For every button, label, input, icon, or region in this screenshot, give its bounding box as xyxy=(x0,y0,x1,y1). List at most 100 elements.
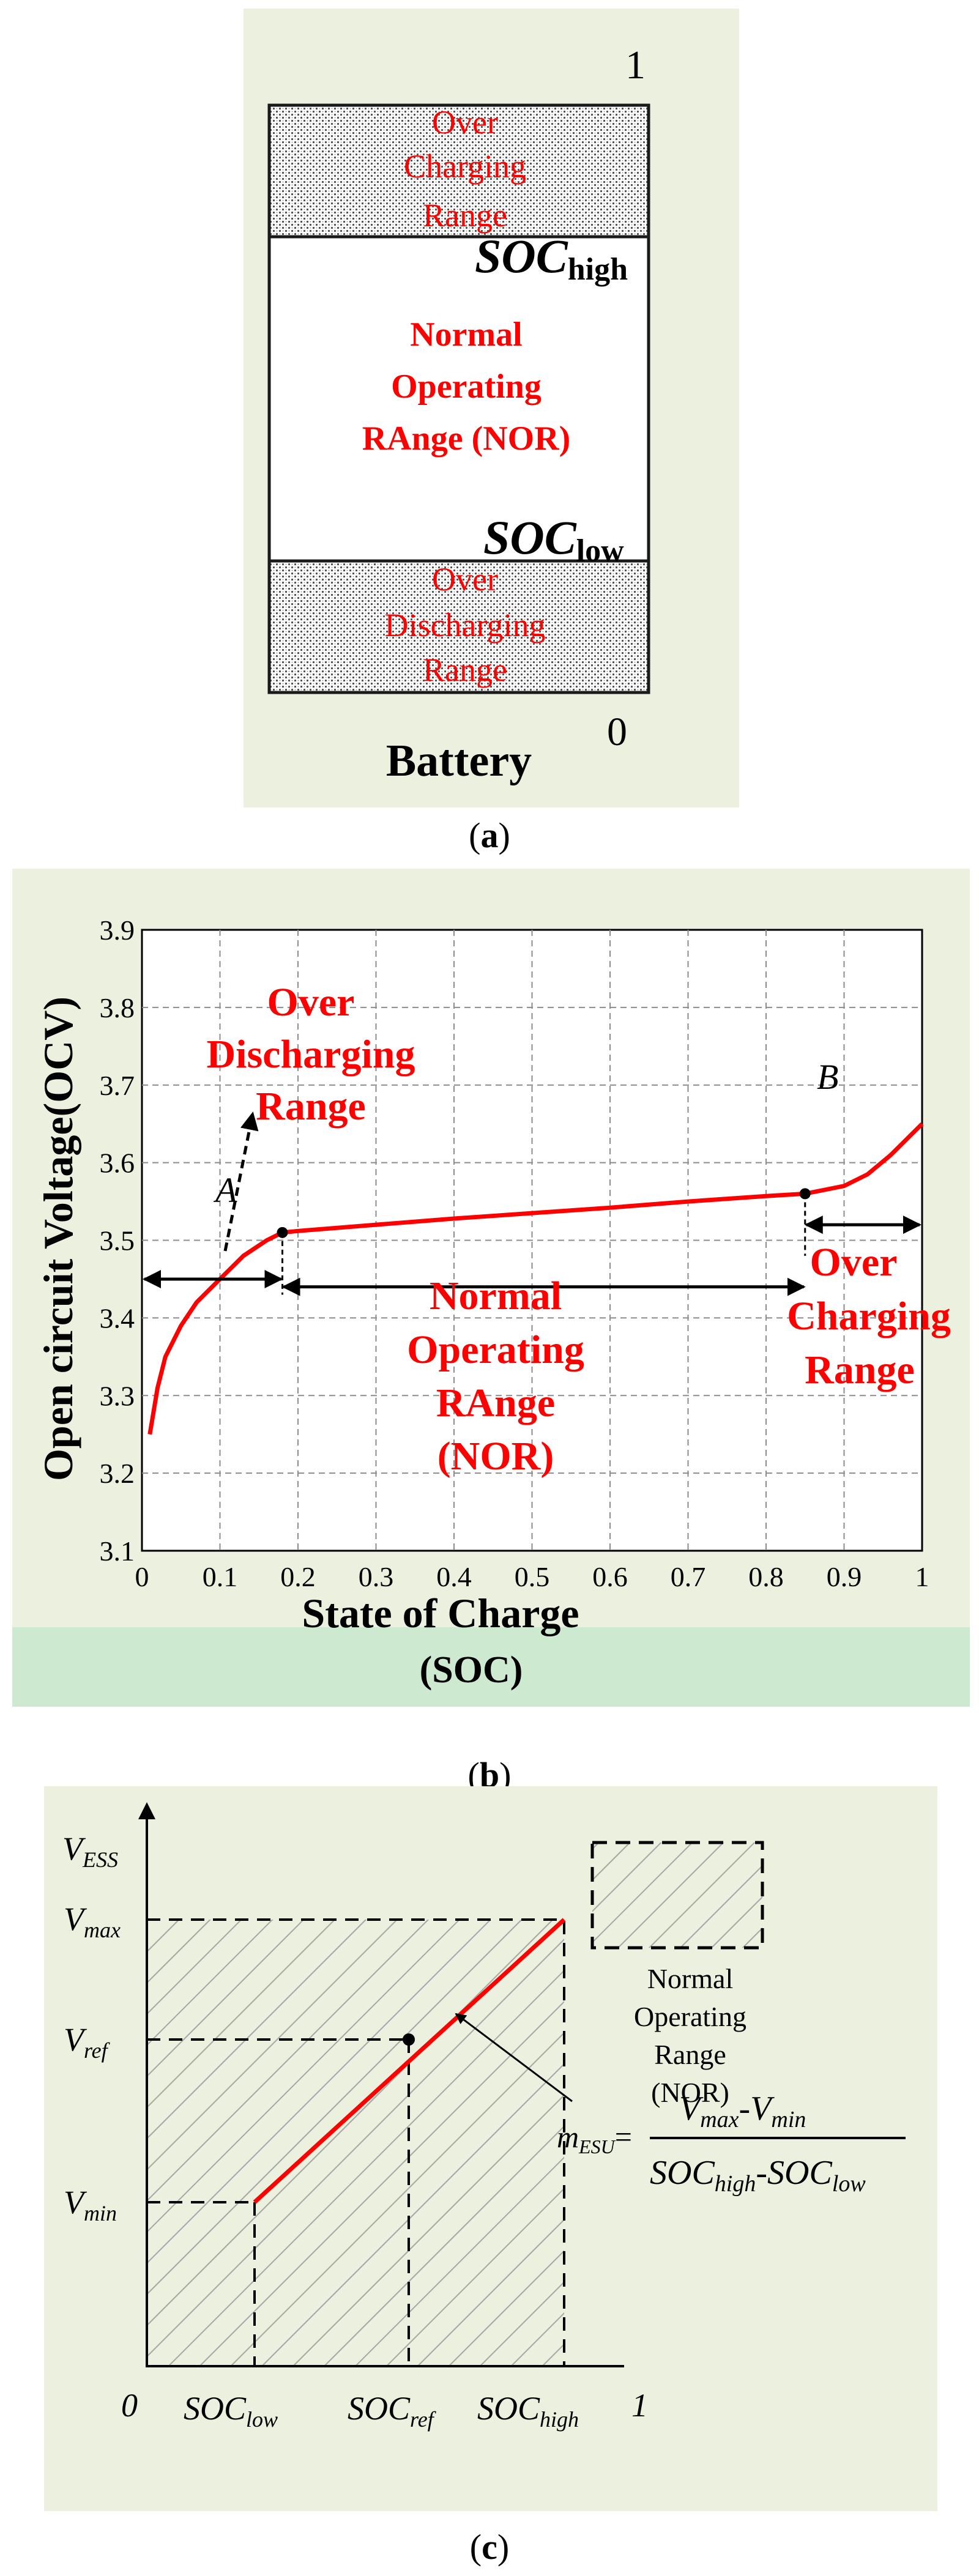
soc-high-label: SOChigh xyxy=(475,229,628,287)
num-a: V xyxy=(679,2090,704,2128)
x-tick-label: 1 xyxy=(915,1561,929,1592)
x-tick-label: 0.2 xyxy=(280,1561,316,1592)
soc-ref-axis-sub: ref xyxy=(410,2407,437,2432)
normal-operating-band xyxy=(269,237,649,561)
panel-c-figure: VESS Vmax Vref Vmin 0 SOClow SOCref SOCh… xyxy=(44,1786,937,2511)
soc-high-axis-main: SOC xyxy=(477,2390,540,2427)
y-axis-label: VESS xyxy=(62,1830,118,1872)
den-a-sub: high xyxy=(715,2171,756,2197)
top-value-label: 1 xyxy=(625,43,646,87)
x-tick-label: 0.3 xyxy=(359,1561,394,1592)
y-tick-label: 3.8 xyxy=(100,992,135,1023)
b-normal-2: Operating xyxy=(407,1327,584,1372)
unit-band-label: (SOC) xyxy=(420,1649,523,1691)
legend-swatch xyxy=(590,1841,764,1950)
y-tick-label: 3.5 xyxy=(100,1225,135,1256)
caption-c-letter: c xyxy=(482,2527,497,2567)
slope-m: m xyxy=(557,2120,579,2154)
b-over-charging-2: Charging xyxy=(787,1294,951,1338)
slope-eq: = xyxy=(615,2120,632,2154)
num-a-sub: max xyxy=(700,2107,739,2132)
panel-a-figure: 1 0 Over Charging Range Normal Operating… xyxy=(244,9,739,807)
caption-b-open: ( xyxy=(467,1755,480,1795)
b-over-discharging-1: Over xyxy=(267,980,355,1025)
x-tick-label: 0.5 xyxy=(515,1561,550,1592)
num-dash: - xyxy=(739,2090,751,2128)
caption-a-close: ) xyxy=(498,815,510,855)
soc-ref-axis-main: SOC xyxy=(348,2390,411,2427)
y-tick-label: 3.9 xyxy=(100,915,135,946)
vmin-sub: min xyxy=(84,2201,117,2225)
slope-sub: ESU xyxy=(578,2136,616,2158)
x-one-label: 1 xyxy=(631,2387,648,2424)
y-tick-label: 3.6 xyxy=(100,1148,135,1179)
caption-a-open: ( xyxy=(469,815,481,855)
x-tick-label: 0.4 xyxy=(436,1561,472,1592)
soc-high-main: SOC xyxy=(475,229,568,283)
y-tick-label: 3.2 xyxy=(100,1458,135,1489)
soc-high-axis-sub: high xyxy=(540,2407,579,2432)
over-charging-label-2: Charging xyxy=(404,148,526,185)
vmin-main: V xyxy=(64,2184,87,2221)
x-tick-label: 0.6 xyxy=(592,1561,628,1592)
y-tick-label: 3.1 xyxy=(100,1535,135,1567)
soc-high-sub: high xyxy=(568,252,628,287)
den-b-sub: low xyxy=(832,2171,866,2197)
den-a: SOC xyxy=(650,2154,715,2192)
den-b: SOC xyxy=(767,2154,832,2192)
slope-denominator: SOChigh-SOClow xyxy=(650,2154,866,2197)
soc-low-axis-sub: low xyxy=(246,2407,278,2432)
legend-label-1: Normal xyxy=(647,1963,734,1994)
over-charging-band xyxy=(269,105,649,237)
caption-c-open: ( xyxy=(469,2527,482,2567)
num-b-sub: min xyxy=(771,2107,806,2132)
battery-label: Battery xyxy=(386,736,532,786)
b-normal-1: Normal xyxy=(430,1274,562,1318)
legend-label-2: Operating xyxy=(634,2001,746,2032)
ref-point xyxy=(403,2033,415,2046)
marker-a-label: A xyxy=(213,1170,237,1210)
slope-pointer-arrow xyxy=(455,2013,573,2103)
soc-low-label: SOClow xyxy=(483,511,624,568)
normal-label-2: Operating xyxy=(391,368,542,406)
bottom-value-label: 0 xyxy=(607,710,627,754)
b-normal-4: (NOR) xyxy=(437,1434,554,1479)
soc-low-main: SOC xyxy=(483,511,577,564)
grid-lines xyxy=(142,930,922,1551)
b-normal-3: RAnge xyxy=(436,1381,555,1425)
slope-lhs: mESU= xyxy=(557,2120,632,2158)
soc-low-axis-main: SOC xyxy=(184,2390,247,2427)
b-over-charging-1: Over xyxy=(810,1240,898,1285)
y-axis-label-main: V xyxy=(62,1830,86,1867)
soc-ref-axis-label: SOCref xyxy=(348,2390,437,2432)
x-tick-label: 0.7 xyxy=(671,1561,706,1592)
battery-outline xyxy=(267,103,650,694)
panel-b-unit-band xyxy=(12,1627,970,1707)
y-tick-label: 3.4 xyxy=(100,1302,135,1334)
b-over-discharging-3: Range xyxy=(256,1084,366,1129)
vmin-label: Vmin xyxy=(64,2184,117,2225)
tick-labels: 0 0.1 0.2 0.3 0.4 0.5 0.6 0.7 0.8 0.9 1 3.1 3.2 3.3 3.… xyxy=(100,915,929,1592)
caption-c: (c) xyxy=(0,2526,979,2567)
y-axis-title: Open circuit Voltage(OCV) xyxy=(35,997,81,1481)
slope-numerator: Vmax-Vmin xyxy=(679,2090,806,2132)
y-tick-label: 3.7 xyxy=(100,1070,135,1101)
over-discharging-label-1: Over xyxy=(432,561,498,598)
caption-b-close: ) xyxy=(499,1755,512,1795)
soc-low-sub: low xyxy=(576,533,624,568)
ess-characteristic-line xyxy=(253,1918,566,2204)
vref-label: Vref xyxy=(64,2021,111,2063)
vmax-sub: max xyxy=(84,1918,121,1942)
vref-main: V xyxy=(64,2021,87,2058)
marker-b-label: B xyxy=(817,1057,838,1097)
soc-high-axis-label: SOChigh xyxy=(477,2390,579,2432)
x-tick-label: 0 xyxy=(135,1561,149,1592)
over-discharging-label-3: Range xyxy=(423,651,507,688)
origin-label: 0 xyxy=(121,2387,138,2424)
x-tick-label: 0.9 xyxy=(827,1561,862,1592)
legend-label-4: (NOR) xyxy=(651,2077,729,2108)
caption-a: (a) xyxy=(0,815,979,856)
x-tick-label: 0.1 xyxy=(203,1561,238,1592)
vref-sub: ref xyxy=(84,2038,111,2063)
caption-a-letter: a xyxy=(480,815,499,855)
